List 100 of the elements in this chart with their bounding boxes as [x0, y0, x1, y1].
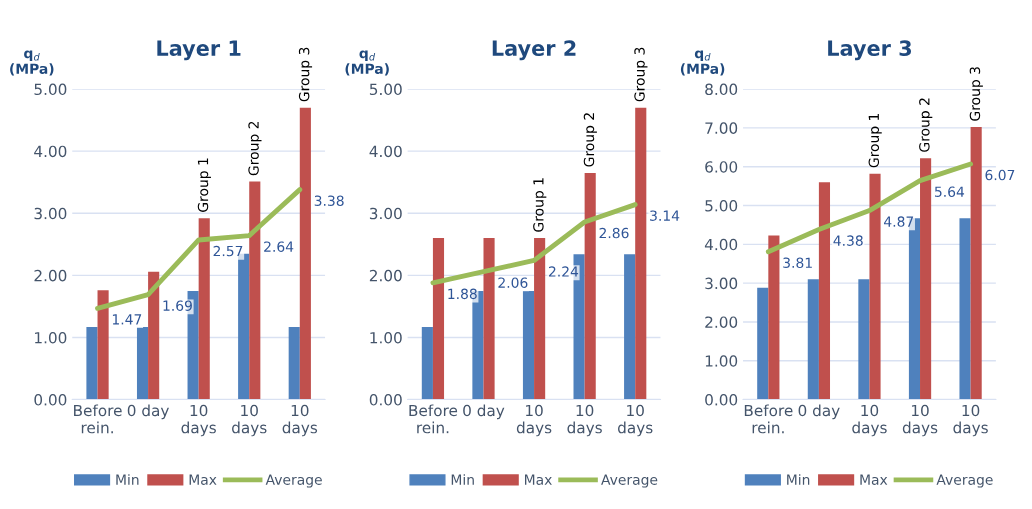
y-tick-label: 8.00 — [705, 83, 738, 96]
x-tick-label: Before rein. — [74, 404, 122, 434]
y-axis-title: q$_{d}$ (MPa) — [680, 50, 725, 76]
bar — [920, 158, 932, 400]
y-tick-label: 7.00 — [705, 122, 738, 134]
bar — [432, 238, 445, 400]
y-tick-label: 2.00 — [369, 269, 402, 282]
data-label: 4.38 — [833, 235, 863, 246]
legend-label: Max — [189, 474, 217, 485]
y-tick-label: 0.00 — [34, 394, 67, 406]
chart-title: Layer 2 — [492, 40, 576, 61]
bar — [858, 279, 870, 400]
data-label: 2.86 — [599, 227, 629, 239]
legend-label: Average — [265, 474, 322, 488]
bar — [584, 172, 596, 400]
y-tick-label: 0.00 — [705, 394, 738, 406]
x-tick-label: 0 day — [127, 404, 169, 420]
y-tick-label: 1.00 — [705, 355, 738, 367]
y-axis-title: q$_{d}$ (MPa) — [345, 50, 389, 76]
y-tick-label: 3.00 — [369, 207, 402, 220]
data-label: 2.57 — [213, 245, 243, 257]
legend-label: Max — [525, 474, 552, 485]
bar — [148, 271, 160, 400]
annotation: Group 3 — [298, 47, 313, 102]
x-tick-label: 10 days — [232, 404, 267, 437]
y-tick-label: 3.00 — [34, 207, 67, 220]
data-label: 1.69 — [163, 300, 192, 311]
legend-label: Average — [936, 474, 993, 488]
y-tick-label: 2.00 — [34, 269, 67, 282]
legend-label: Max — [860, 474, 888, 485]
annotation: Group 2 — [583, 113, 597, 167]
chart-title: Layer 1 — [157, 40, 241, 61]
data-label: 3.81 — [783, 257, 812, 268]
x-tick-label: 10 days — [567, 404, 602, 437]
annotation: Group 2 — [919, 98, 933, 152]
y-tick-label: 5.00 — [34, 83, 67, 96]
y-tick-label: 3.00 — [705, 277, 738, 290]
data-label: 1.88 — [448, 288, 477, 300]
bar — [522, 290, 535, 400]
bar — [136, 326, 149, 400]
data-label: 3.14 — [650, 210, 680, 221]
bar — [624, 254, 636, 400]
y-tick-label: 4.00 — [704, 238, 738, 251]
data-label: 3.38 — [314, 195, 344, 206]
annotation: Group 2 — [248, 121, 262, 176]
bar — [807, 279, 819, 400]
annotation: Group 3 — [634, 47, 648, 102]
y-tick-label: 0.00 — [369, 394, 402, 406]
legend-label: Min — [451, 474, 474, 485]
data-label: 1.47 — [112, 314, 142, 325]
bar — [86, 326, 98, 400]
y-tick-label: 6.00 — [705, 161, 738, 173]
bar — [299, 107, 311, 400]
chart-title: Layer 3 — [828, 40, 912, 61]
x-tick-label: 0 day — [463, 404, 505, 420]
y-tick-label: 4.00 — [34, 145, 67, 158]
data-label: 6.07 — [985, 169, 1015, 181]
bar — [818, 182, 831, 400]
x-tick-label: 10 days — [282, 404, 318, 437]
bar — [757, 287, 769, 400]
bar — [198, 218, 210, 400]
y-tick-label: 5.00 — [369, 83, 402, 96]
legend-label: Average — [601, 474, 658, 488]
x-tick-label: 10 days — [953, 404, 988, 437]
y-tick-label: 5.00 — [705, 199, 738, 212]
data-label: 2.06 — [498, 277, 528, 288]
x-tick-label: Before rein. — [409, 404, 458, 434]
bar — [421, 326, 433, 400]
x-tick-label: 10 days — [902, 404, 938, 437]
legend-label: Min — [116, 474, 139, 485]
data-label: 5.64 — [934, 186, 965, 197]
legend-label: Min — [787, 474, 810, 485]
bar — [959, 218, 971, 400]
x-tick-label: Before rein. — [744, 404, 793, 434]
bar — [768, 235, 780, 400]
bar — [249, 181, 261, 400]
y-tick-label: 4.00 — [369, 145, 402, 158]
data-label: 4.87 — [884, 216, 914, 227]
x-tick-label: 0 day — [798, 404, 840, 420]
bar — [483, 238, 495, 400]
data-label: 2.64 — [264, 241, 294, 252]
annotation: Group 3 — [969, 67, 983, 121]
annotation: Group 1 — [868, 113, 882, 168]
bar — [288, 326, 300, 400]
data-label: 2.24 — [548, 266, 579, 277]
bar — [970, 127, 982, 400]
x-tick-label: 10 days — [181, 404, 216, 437]
bar — [97, 290, 109, 400]
bar — [869, 173, 881, 400]
bar — [534, 238, 546, 400]
y-tick-label: 1.00 — [35, 331, 67, 344]
annotation: Group 1 — [197, 158, 211, 212]
y-axis-title: q$_{d}$ (MPa) — [10, 50, 54, 76]
annotation: Group 1 — [533, 178, 547, 232]
x-tick-label: 10 days — [852, 404, 887, 437]
bar — [635, 107, 647, 400]
x-tick-label: 10 days — [618, 404, 653, 437]
y-tick-label: 2.00 — [705, 316, 738, 328]
y-tick-label: 1.00 — [370, 331, 402, 344]
x-tick-label: 10 days — [516, 404, 552, 437]
